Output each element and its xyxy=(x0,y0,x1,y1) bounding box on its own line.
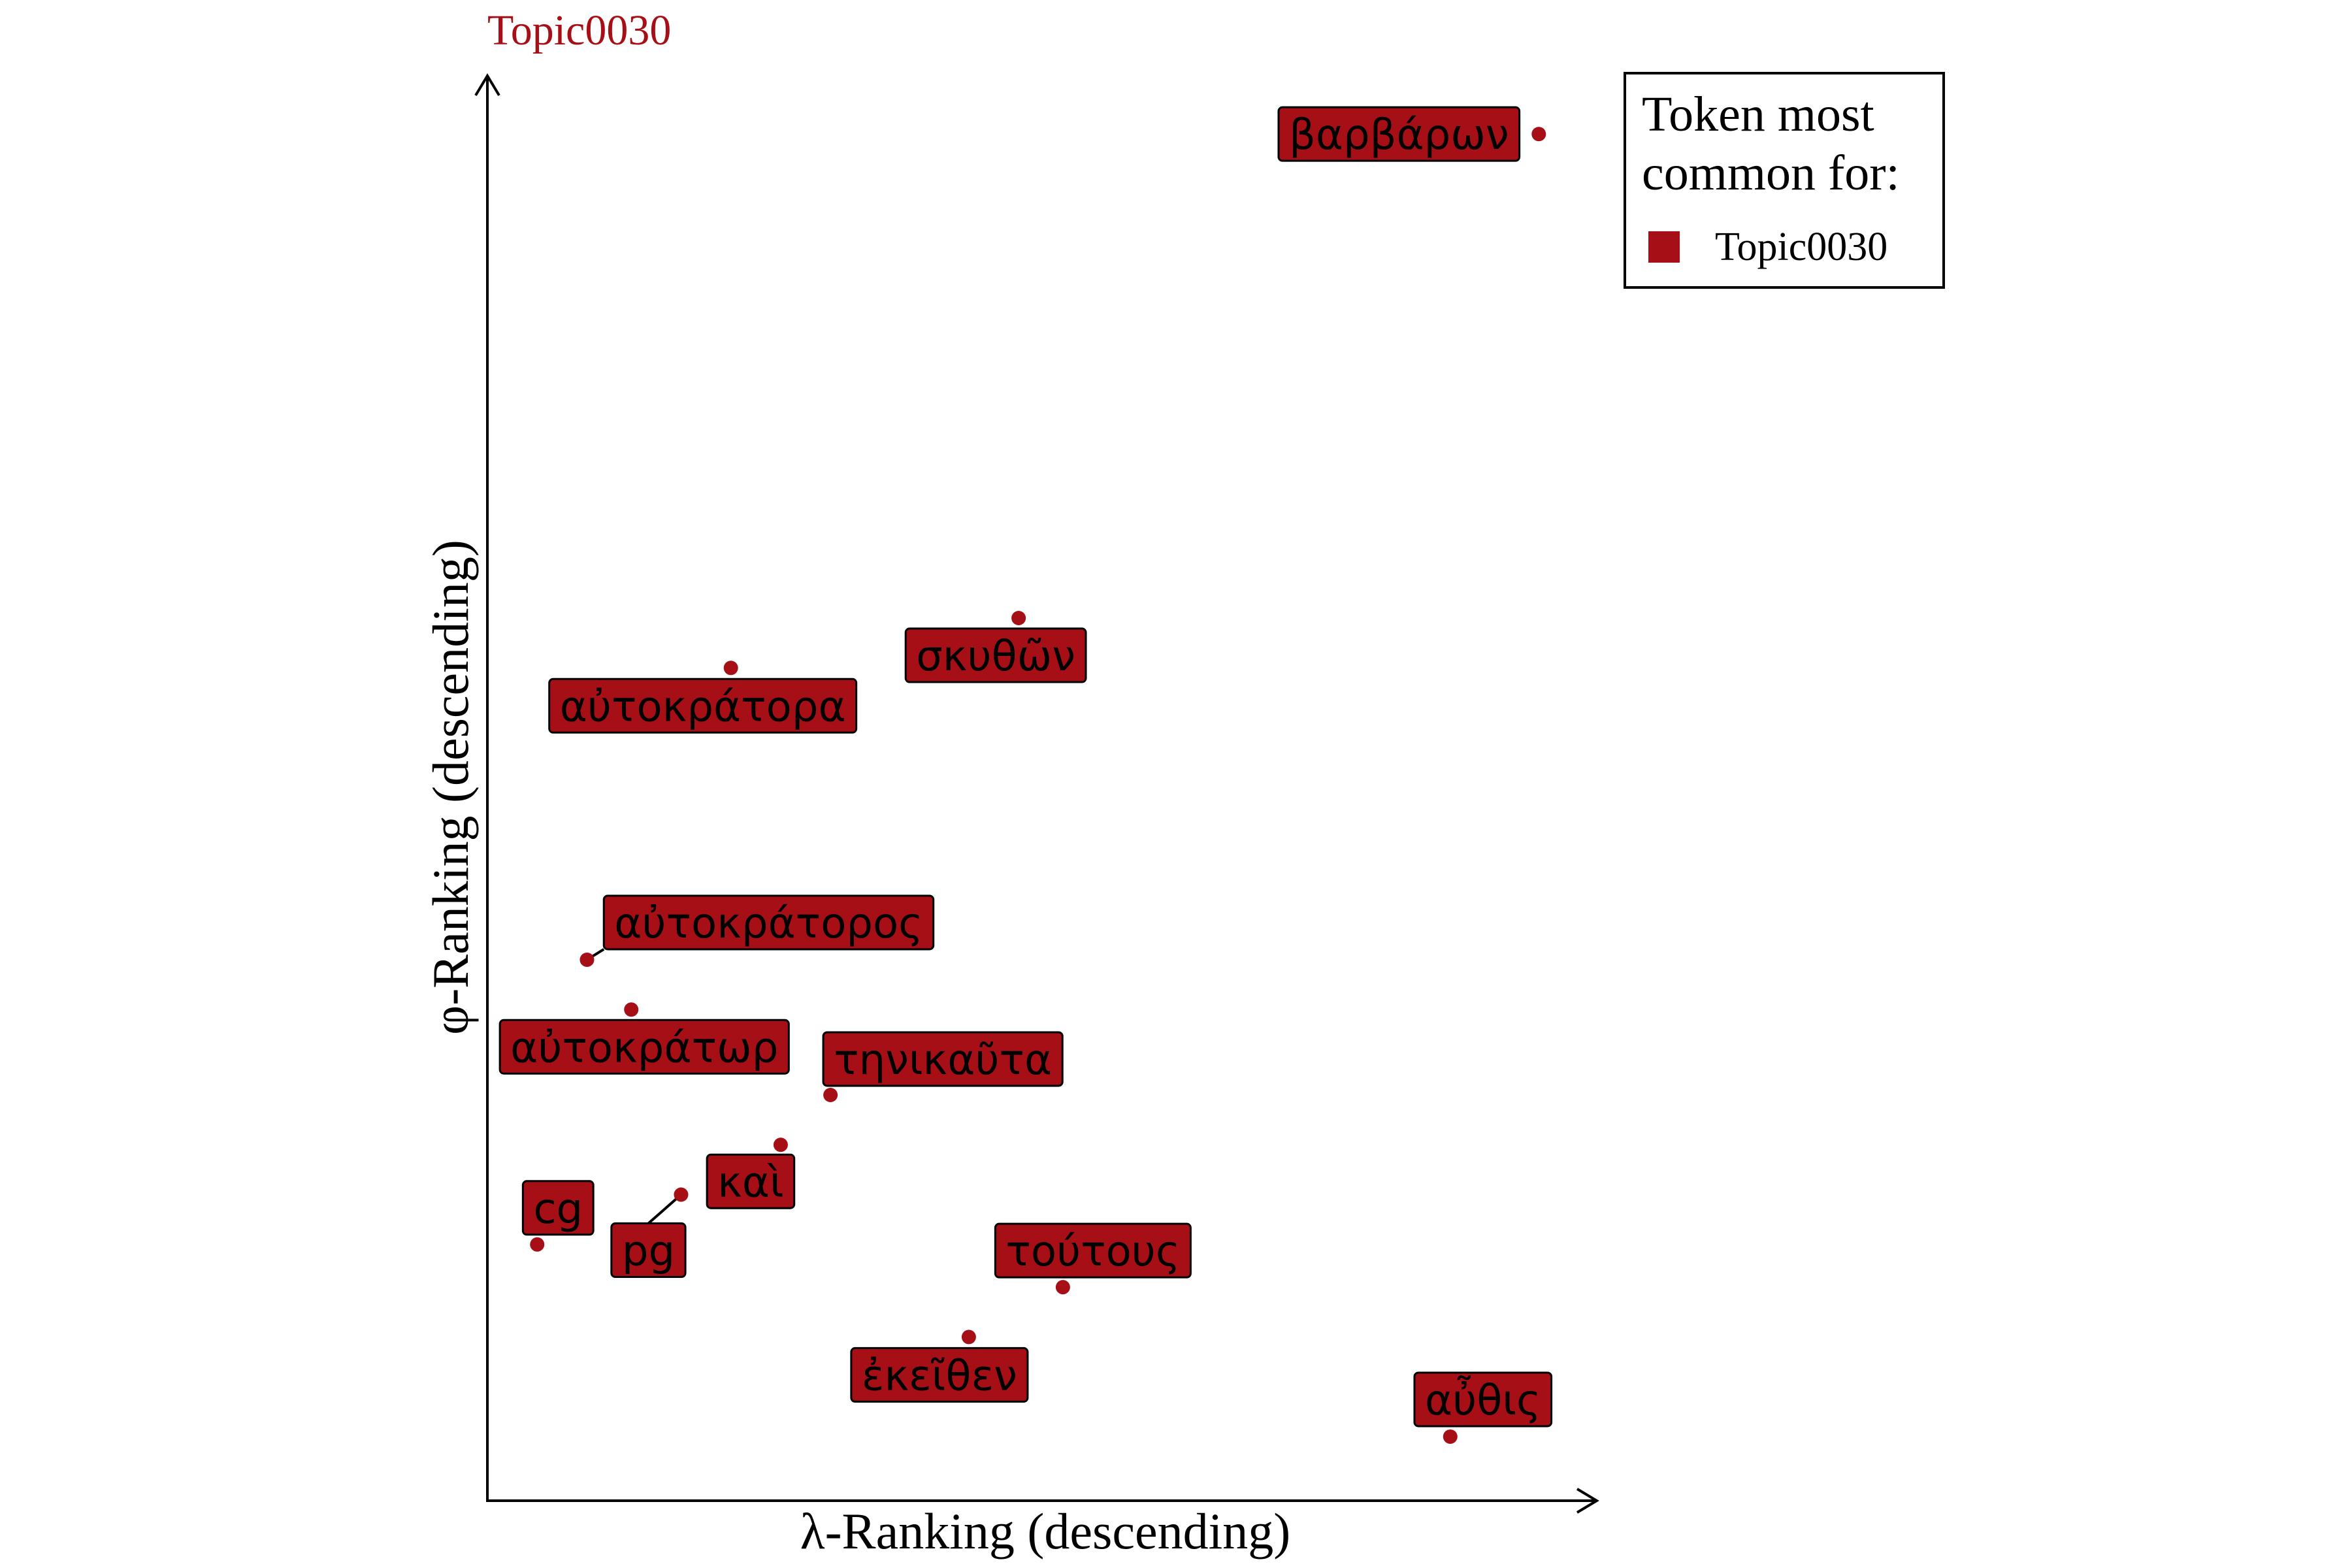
point-label-box xyxy=(1277,106,1521,162)
point-label-box xyxy=(610,1222,687,1279)
legend-entry-label: Topic0030 xyxy=(1715,225,1887,269)
y-axis-label: φ-Ranking (descending) xyxy=(422,540,479,1035)
point-label-box xyxy=(602,894,935,951)
point-label-box xyxy=(822,1031,1064,1087)
data-point xyxy=(580,952,595,967)
chart-title: Topic0030 xyxy=(487,7,671,54)
data-point xyxy=(723,661,738,676)
point-label-box xyxy=(706,1153,796,1209)
legend: Token most common for: Topic0030 xyxy=(1624,72,1945,289)
legend-title-line2: common for: xyxy=(1642,146,1900,201)
point-label: pg xyxy=(622,1228,675,1276)
data-marks: βαρβάρων σκυθῶν αὐτοκράτορα αὐτοκράτορος αὐτ… xyxy=(498,106,1553,1444)
data-point xyxy=(530,1237,545,1252)
y-axis-arrow xyxy=(474,73,500,97)
point-label-box xyxy=(548,678,858,734)
point-label: καὶ xyxy=(717,1158,784,1207)
point-label: αὐτοκράτωρ xyxy=(510,1024,778,1072)
data-point xyxy=(1055,1280,1070,1295)
data-point xyxy=(1531,127,1546,142)
data-point xyxy=(961,1330,976,1345)
point-label-box xyxy=(904,627,1087,683)
x-axis-arrow xyxy=(1576,1488,1599,1514)
point-label: σκυθῶν xyxy=(916,632,1075,681)
data-point xyxy=(773,1137,788,1152)
data-point xyxy=(624,1002,639,1017)
legend-title-line1: Token most xyxy=(1642,87,1874,142)
point-label-box xyxy=(850,1347,1029,1403)
data-point xyxy=(674,1187,689,1202)
point-label: ἐκεῖθεν xyxy=(862,1352,1017,1400)
data-point xyxy=(1443,1429,1458,1444)
x-axis-label: λ-Ranking (descending) xyxy=(800,1503,1290,1560)
point-label: αὖθις xyxy=(1425,1375,1541,1425)
point-label-box xyxy=(521,1180,595,1236)
point-label: τούτους xyxy=(1005,1228,1180,1276)
point-label: αὐτοκράτορα xyxy=(560,683,846,731)
data-point xyxy=(823,1087,838,1102)
point-label-box xyxy=(994,1222,1192,1279)
point-label-box xyxy=(1413,1371,1553,1428)
label-connector xyxy=(647,1194,682,1225)
point-label: cg xyxy=(533,1185,583,1233)
legend-swatch xyxy=(1648,231,1680,263)
point-label: αὐτοκράτορος xyxy=(614,900,923,948)
point-label: τηνικαῦτα xyxy=(834,1036,1052,1085)
data-point xyxy=(1011,611,1026,626)
point-label-box xyxy=(498,1019,790,1075)
point-label: βαρβάρων xyxy=(1289,111,1509,159)
